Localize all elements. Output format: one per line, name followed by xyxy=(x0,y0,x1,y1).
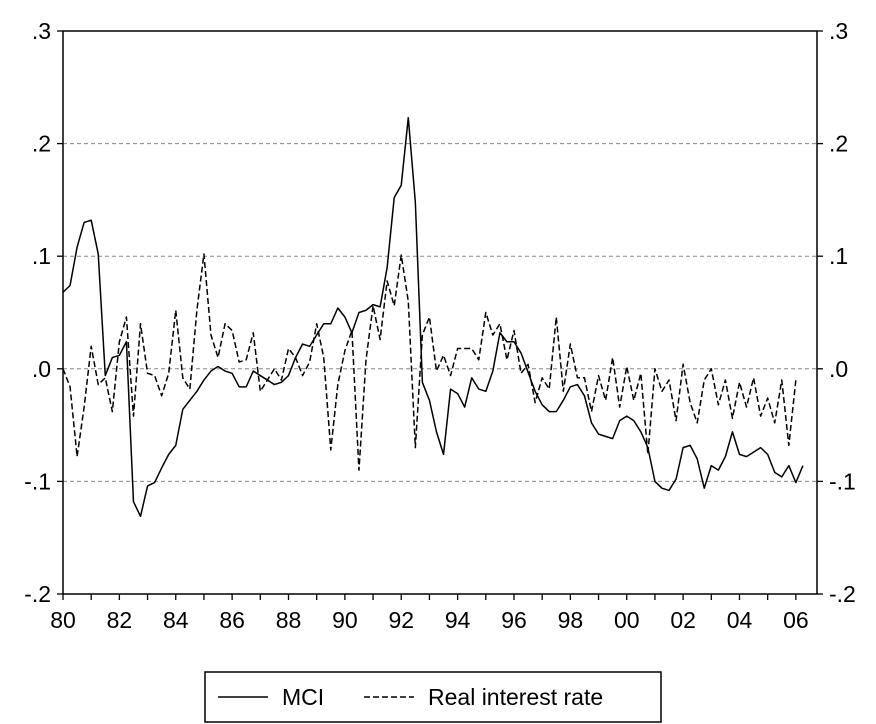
x-tick-label: 80 xyxy=(50,607,76,633)
plot-frame xyxy=(62,30,818,595)
y-tick-label-left: .1 xyxy=(32,243,51,269)
y-tick-label-right: .2 xyxy=(829,131,848,157)
y-tick-label-right: -.2 xyxy=(829,581,856,607)
x-tick-label: 84 xyxy=(163,607,189,633)
x-tick-label: 82 xyxy=(107,607,133,633)
x-tick-label: 00 xyxy=(614,607,640,633)
series-line-real-interest-rate xyxy=(62,253,797,471)
y-tick-label-left: -.1 xyxy=(24,468,51,494)
y-tick-label-right: .1 xyxy=(829,243,848,269)
legend-label-mci: MCI xyxy=(282,684,324,710)
x-tick-label: 98 xyxy=(558,607,584,633)
series-line-mci xyxy=(62,116,804,518)
legend: MCI Real interest rate xyxy=(204,671,662,723)
y-tick-label-right: .3 xyxy=(829,18,848,44)
x-tick-label: 02 xyxy=(670,607,696,633)
y-tick-label-left: .3 xyxy=(32,18,51,44)
series-lines xyxy=(62,116,804,518)
y-tick-label-right: .0 xyxy=(829,356,848,382)
y-tick-label-left: .0 xyxy=(32,356,51,382)
legend-box xyxy=(204,671,662,723)
x-tick-label: 88 xyxy=(276,607,302,633)
y-tick-label-left: .2 xyxy=(32,131,51,157)
axis-ticks: .3.3.2.2.1.1.0.0-.1 -.1-.2 -.280 82 84 86 88 90… xyxy=(24,18,856,633)
x-tick-label: 86 xyxy=(219,607,245,633)
x-tick-label: 90 xyxy=(332,607,358,633)
x-tick-label: 92 xyxy=(388,607,414,633)
y-tick-label-left: -.2 xyxy=(24,581,51,607)
x-tick-label: 04 xyxy=(727,607,753,633)
legend-label-real-interest-rate: Real interest rate xyxy=(428,684,603,710)
x-tick-label: 06 xyxy=(783,607,809,633)
y-tick-label-right: -.1 xyxy=(829,468,856,494)
x-tick-label: 96 xyxy=(501,607,527,633)
x-tick-label: 94 xyxy=(445,607,471,633)
